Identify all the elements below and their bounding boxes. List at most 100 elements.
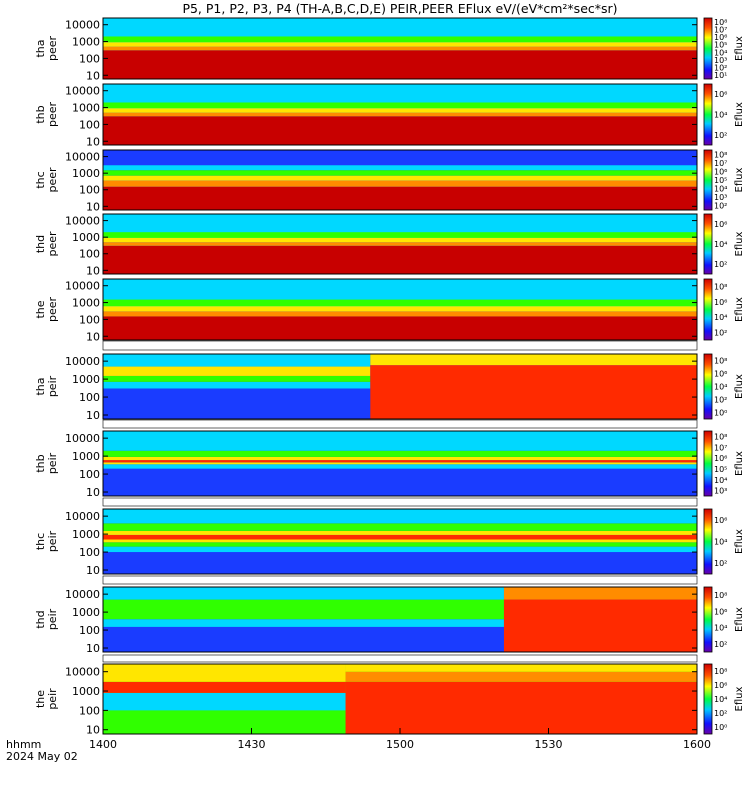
spectrogram-image	[103, 18, 697, 79]
colorbar-tick-label: 10⁶	[714, 298, 727, 307]
energy-band	[103, 546, 697, 553]
panel-frame	[102, 508, 698, 575]
colorbar-tick-label: 10⁶	[714, 370, 727, 379]
panel-frame	[102, 17, 698, 80]
panels-group: 10100100010000thapeer10¹10²10³10⁴10⁵10⁶1…	[34, 17, 745, 737]
panel-separator	[102, 419, 698, 429]
colorbar	[703, 508, 713, 575]
colorbar	[703, 83, 713, 146]
energy-band	[503, 587, 697, 600]
colorbar-label: Eflux	[734, 297, 745, 322]
energy-band	[103, 388, 371, 419]
spectrogram-image	[103, 664, 697, 734]
energy-band	[103, 237, 697, 243]
y-tick-label: 10000	[65, 85, 100, 98]
y-tick-label: 10000	[65, 666, 100, 679]
colorbar-tick-label: 10⁴	[714, 476, 727, 485]
energy-band	[103, 626, 504, 652]
energy-band	[370, 365, 697, 419]
panel-thc-peir: 10 100 1000 10000 thcpeir 10² 10⁴ 10⁶ Eflux	[34, 508, 745, 577]
energy-band	[103, 245, 697, 274]
y-tick-label: 1000	[72, 297, 100, 310]
energy-band	[103, 542, 697, 547]
spectrogram-image	[103, 214, 697, 274]
colorbar-label: Eflux	[734, 607, 745, 632]
y-tick-label: 10	[86, 724, 100, 737]
colorbar	[703, 278, 713, 341]
panel-frame	[102, 149, 698, 211]
colorbar	[703, 17, 713, 80]
energy-band	[103, 165, 697, 171]
energy-band	[103, 460, 697, 463]
energy-band	[103, 464, 697, 469]
panel-frame	[102, 586, 698, 653]
panel-separator	[102, 654, 698, 663]
colorbar-label: Eflux	[734, 686, 745, 711]
energy-band	[103, 18, 697, 37]
colorbar	[703, 430, 713, 497]
colorbar-tick-label: 10⁵	[714, 465, 727, 474]
panel-frame	[102, 430, 698, 497]
energy-band	[103, 456, 697, 461]
colorbar-tick-label: 10⁴	[714, 240, 727, 249]
panel-ylabel: thepeer	[34, 297, 59, 323]
colorbar-tick-label: 10²	[714, 202, 727, 211]
colorbar	[703, 663, 713, 735]
spectrogram-image	[103, 354, 697, 419]
y-tick-label: 1000	[72, 685, 100, 698]
energy-band	[103, 214, 697, 233]
energy-band	[103, 539, 697, 543]
panel-the-peer: 10 100 1000 10000 thepeer 10² 10⁴ 10⁶ 10⁸ Eflux	[34, 278, 745, 343]
colorbar-label: Eflux	[734, 529, 745, 554]
colorbar-tick-label: 10¹	[714, 71, 727, 80]
colorbar-label: Eflux	[734, 167, 745, 192]
colorbar	[703, 149, 713, 211]
energy-band	[103, 42, 697, 47]
energy-band	[103, 587, 504, 600]
energy-band	[103, 150, 697, 166]
energy-band	[103, 170, 697, 176]
x-tick-label: 1500	[386, 738, 414, 751]
colorbar-tick-label: 10²	[714, 559, 727, 568]
colorbar-tick-label: 10⁸	[714, 591, 727, 600]
energy-band	[103, 306, 697, 312]
y-tick-label: 1000	[72, 450, 100, 463]
energy-band	[103, 279, 697, 300]
energy-band	[103, 534, 697, 540]
energy-band	[103, 692, 346, 711]
colorbar-label: Eflux	[734, 374, 745, 399]
panel-ylabel: thdpeir	[34, 608, 59, 630]
colorbar-tick-label: 10⁶	[714, 90, 727, 99]
y-tick-label: 10000	[65, 280, 100, 293]
colorbar-tick-label: 10⁶	[714, 681, 727, 690]
panel-separator	[102, 575, 698, 585]
y-tick-label: 10	[86, 135, 100, 148]
colorbar-tick-label: 10⁶	[714, 220, 727, 229]
y-tick-label: 10000	[65, 432, 100, 445]
colorbar-tick-label: 10⁴	[714, 383, 727, 392]
y-tick-label: 1000	[72, 231, 100, 244]
energy-band	[103, 180, 697, 187]
panel-ylabel: thapeir	[34, 375, 59, 397]
colorbar-tick-label: 10⁷	[714, 25, 727, 34]
panel-ylabel: thbpeer	[34, 102, 59, 128]
y-tick-label: 100	[79, 52, 100, 65]
panel-thd-peir: 10 100 1000 10000 thdpeir 10² 10⁴ 10⁶ 10⁸ Eflux	[34, 586, 745, 655]
energy-band	[103, 108, 697, 113]
colorbar-tick-label: 10⁸	[714, 667, 727, 676]
energy-band	[103, 664, 346, 682]
y-tick-label: 1000	[72, 606, 100, 619]
y-tick-label: 10	[86, 264, 100, 277]
x-tick-label: 1600	[683, 738, 711, 751]
colorbar-tick-label: 10⁵	[714, 176, 727, 185]
y-tick-label: 10000	[65, 588, 100, 601]
energy-band	[103, 50, 697, 79]
colorbar-tick-label: 10⁶	[714, 516, 727, 525]
y-tick-label: 10	[86, 642, 100, 655]
energy-band	[370, 354, 697, 366]
y-tick-label: 100	[79, 546, 100, 559]
spectrogram-image	[103, 279, 697, 340]
panel-ylabel: thepeir	[34, 688, 59, 710]
x-axis: 1400 1430 1500 1530 1600	[89, 728, 711, 751]
